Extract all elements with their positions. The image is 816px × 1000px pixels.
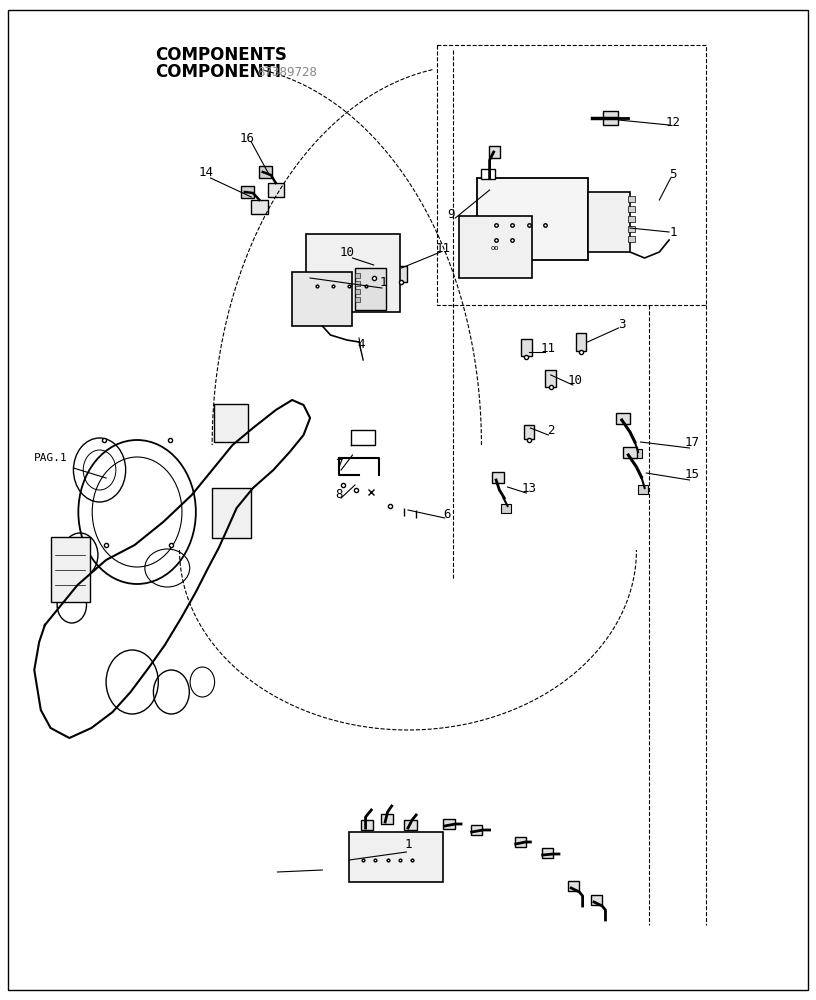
Bar xyxy=(623,447,637,458)
Bar xyxy=(268,183,284,197)
Text: 14: 14 xyxy=(198,165,213,178)
Text: 2: 2 xyxy=(547,424,555,436)
Bar xyxy=(355,297,360,302)
Bar xyxy=(546,369,557,386)
Bar xyxy=(355,281,360,286)
Text: 4: 4 xyxy=(357,338,365,352)
Bar xyxy=(212,488,251,538)
Text: 10: 10 xyxy=(568,373,583,386)
Text: 13: 13 xyxy=(521,482,536,494)
Bar xyxy=(491,472,504,483)
Bar xyxy=(481,169,495,179)
Bar xyxy=(380,814,393,824)
Bar xyxy=(355,273,360,278)
Bar xyxy=(355,268,386,310)
Text: 12: 12 xyxy=(666,115,681,128)
Text: 16: 16 xyxy=(240,131,255,144)
Bar xyxy=(404,820,416,830)
Bar xyxy=(628,206,635,212)
Text: 10: 10 xyxy=(339,245,354,258)
Bar xyxy=(632,449,642,458)
Text: 11: 11 xyxy=(540,342,555,355)
Bar xyxy=(588,192,630,252)
Bar xyxy=(638,485,649,494)
Text: 1: 1 xyxy=(669,226,677,238)
Bar xyxy=(349,832,443,882)
Text: 1: 1 xyxy=(404,838,412,852)
Text: 1: 1 xyxy=(379,275,388,288)
Text: 6: 6 xyxy=(443,508,451,522)
Bar xyxy=(369,262,379,278)
Bar xyxy=(542,848,553,858)
Bar xyxy=(471,825,482,835)
Bar xyxy=(628,216,635,222)
Bar xyxy=(397,266,406,282)
Bar xyxy=(306,234,400,312)
Bar xyxy=(459,216,532,278)
Bar xyxy=(628,236,635,242)
Text: PAG.1: PAG.1 xyxy=(33,453,68,463)
Text: COMPONENTS: COMPONENTS xyxy=(155,46,287,64)
Bar xyxy=(628,226,635,232)
Text: oo: oo xyxy=(491,245,499,251)
Text: 7: 7 xyxy=(335,458,343,472)
Text: 8: 8 xyxy=(335,488,343,502)
Bar xyxy=(568,881,579,891)
Bar xyxy=(524,425,534,439)
Text: 87389728: 87389728 xyxy=(257,66,317,79)
Bar xyxy=(603,111,618,124)
Bar xyxy=(241,186,254,198)
Text: 15: 15 xyxy=(685,468,699,482)
Bar xyxy=(259,166,272,178)
Bar xyxy=(628,196,635,202)
Bar xyxy=(576,333,586,351)
Text: 11: 11 xyxy=(436,241,450,254)
Bar xyxy=(477,178,588,260)
Bar xyxy=(521,339,532,356)
Text: 3: 3 xyxy=(618,318,626,332)
Bar xyxy=(443,819,455,829)
Text: COMPONENTI: COMPONENTI xyxy=(155,63,281,81)
Bar xyxy=(617,412,630,424)
Bar xyxy=(515,837,526,847)
Text: 17: 17 xyxy=(685,436,699,448)
Bar xyxy=(489,146,500,158)
Bar xyxy=(361,820,373,830)
Bar xyxy=(591,895,602,905)
Bar xyxy=(292,272,352,326)
Bar xyxy=(251,200,268,214)
Bar xyxy=(501,504,511,512)
Bar xyxy=(51,537,90,602)
Text: 9: 9 xyxy=(447,209,455,222)
Bar xyxy=(355,289,360,294)
Bar xyxy=(214,404,248,442)
Text: 5: 5 xyxy=(669,168,677,182)
